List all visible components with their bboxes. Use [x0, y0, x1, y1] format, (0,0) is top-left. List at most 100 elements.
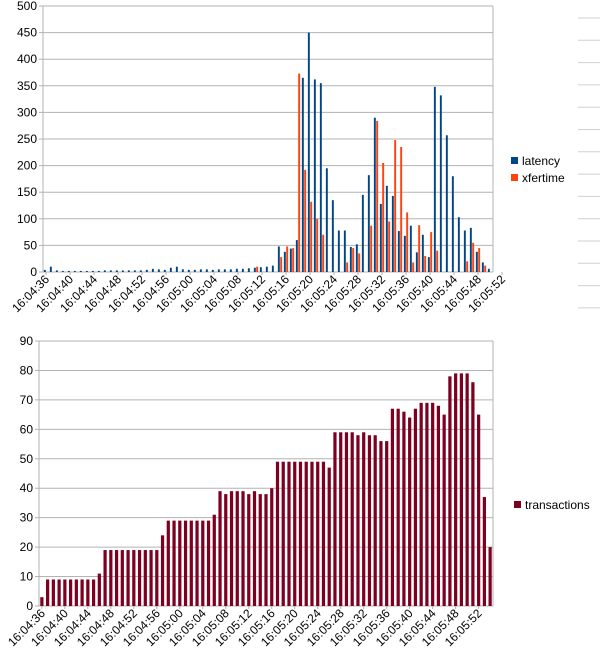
latency-bar — [223, 269, 226, 272]
xfertime-bar — [400, 146, 403, 272]
latency-bar — [307, 32, 310, 272]
xfertime-bar — [286, 246, 289, 272]
latency-bar — [187, 269, 190, 272]
transactions-bar — [373, 435, 377, 606]
y-tick-label: 200 — [17, 159, 37, 173]
latency-bar — [91, 270, 94, 272]
transactions-bar — [477, 414, 481, 606]
transactions-chart: 010203040506070809016:04:3616:04:4016:04… — [5, 334, 590, 649]
transactions-bar — [120, 550, 124, 606]
transactions-bar — [80, 579, 84, 606]
y-tick-label: 50 — [24, 238, 38, 252]
y-tick-label: 30 — [20, 511, 34, 525]
latency-bar — [97, 270, 100, 272]
latency-bar — [127, 270, 130, 272]
xfertime-bar — [280, 257, 283, 272]
xfertime-bar — [298, 73, 301, 273]
transactions-bar — [385, 441, 389, 606]
latency-bar — [301, 77, 304, 272]
transactions-bar — [419, 402, 423, 606]
side-separator-lines — [578, 17, 600, 309]
transactions-bar — [91, 579, 96, 606]
latency-bar — [49, 266, 52, 272]
transactions-bar — [482, 497, 486, 606]
latency-bar — [103, 270, 106, 272]
transactions-bar — [258, 494, 262, 606]
latency-bar — [343, 230, 346, 272]
y-tick-label: 350 — [17, 79, 37, 93]
y-tick-label: 40 — [20, 481, 34, 495]
xfertime-bar — [472, 242, 475, 272]
y-tick-label: 80 — [20, 363, 34, 377]
latency-bar — [241, 268, 244, 272]
transactions-bar — [310, 461, 314, 606]
latency-bar — [73, 270, 76, 272]
latency-bar — [181, 269, 184, 272]
latency-bar — [271, 265, 274, 272]
latency-bar — [79, 270, 82, 272]
latency-bar — [139, 270, 142, 272]
y-tick-label: 250 — [17, 132, 37, 146]
latency-bar — [229, 269, 232, 272]
transactions-bar — [431, 402, 435, 606]
y-tick-label: 150 — [17, 185, 37, 199]
transactions-bar — [189, 520, 193, 606]
xfertime-bar — [358, 253, 361, 272]
transactions-bar — [442, 414, 446, 606]
transactions-bar — [408, 417, 412, 606]
y-tick-label: 400 — [17, 52, 37, 66]
xfertime-bar — [352, 248, 355, 272]
y-tick-label: 50 — [20, 452, 34, 466]
transactions-bar — [396, 408, 400, 606]
y-tick-label: 500 — [17, 0, 37, 13]
latency-bar — [391, 195, 394, 272]
latency-bar — [109, 270, 112, 272]
transactions-bar — [252, 491, 257, 606]
latency-bar — [55, 270, 58, 272]
latency-bar — [349, 246, 352, 272]
latency-bar — [61, 270, 64, 272]
latency-xfertime-chart: 05010015020025030035040045050016:04:3616… — [9, 0, 565, 315]
transactions-bar — [86, 579, 90, 606]
latency-bar — [397, 231, 400, 272]
transactions-bar — [46, 579, 50, 606]
latency-bar — [169, 267, 172, 272]
latency-bar — [259, 267, 262, 272]
y-tick-label: 300 — [17, 105, 37, 119]
transactions-bar — [281, 461, 285, 606]
latency-bar — [121, 270, 124, 272]
y-tick-label: 20 — [20, 540, 34, 554]
transactions-bar — [166, 520, 170, 606]
y-tick-label: 90 — [20, 334, 34, 348]
y-tick-label: 0 — [30, 265, 37, 279]
latency-bar — [277, 246, 280, 272]
transactions-bar — [465, 373, 469, 606]
transactions-bar — [344, 432, 349, 606]
latency-bar — [265, 266, 268, 272]
xfertime-bar — [412, 262, 415, 272]
xfertime-bar — [382, 162, 385, 272]
latency-bar — [175, 266, 178, 272]
transactions-bar — [270, 488, 274, 606]
transactions-bar — [379, 441, 383, 606]
y-tick-label: 60 — [20, 422, 34, 436]
latency-bar — [433, 86, 436, 272]
transactions-bar — [247, 494, 251, 606]
latency-bar — [145, 269, 148, 272]
transactions-bar — [367, 435, 372, 606]
xfertime-bar — [478, 248, 481, 272]
transactions-bar — [178, 520, 182, 606]
latency-bar — [163, 269, 166, 272]
transactions-bar — [57, 579, 61, 606]
transactions-bar — [201, 520, 205, 606]
xfertime-bar — [310, 201, 313, 272]
latency-bar — [445, 135, 448, 272]
xfertime-bar — [430, 232, 433, 272]
transactions-bar — [235, 491, 239, 606]
latency-bar — [463, 230, 466, 272]
transactions-bar — [206, 520, 211, 606]
transactions-bar — [132, 550, 136, 606]
latency-bar — [487, 268, 490, 272]
transactions-bar — [339, 432, 343, 606]
